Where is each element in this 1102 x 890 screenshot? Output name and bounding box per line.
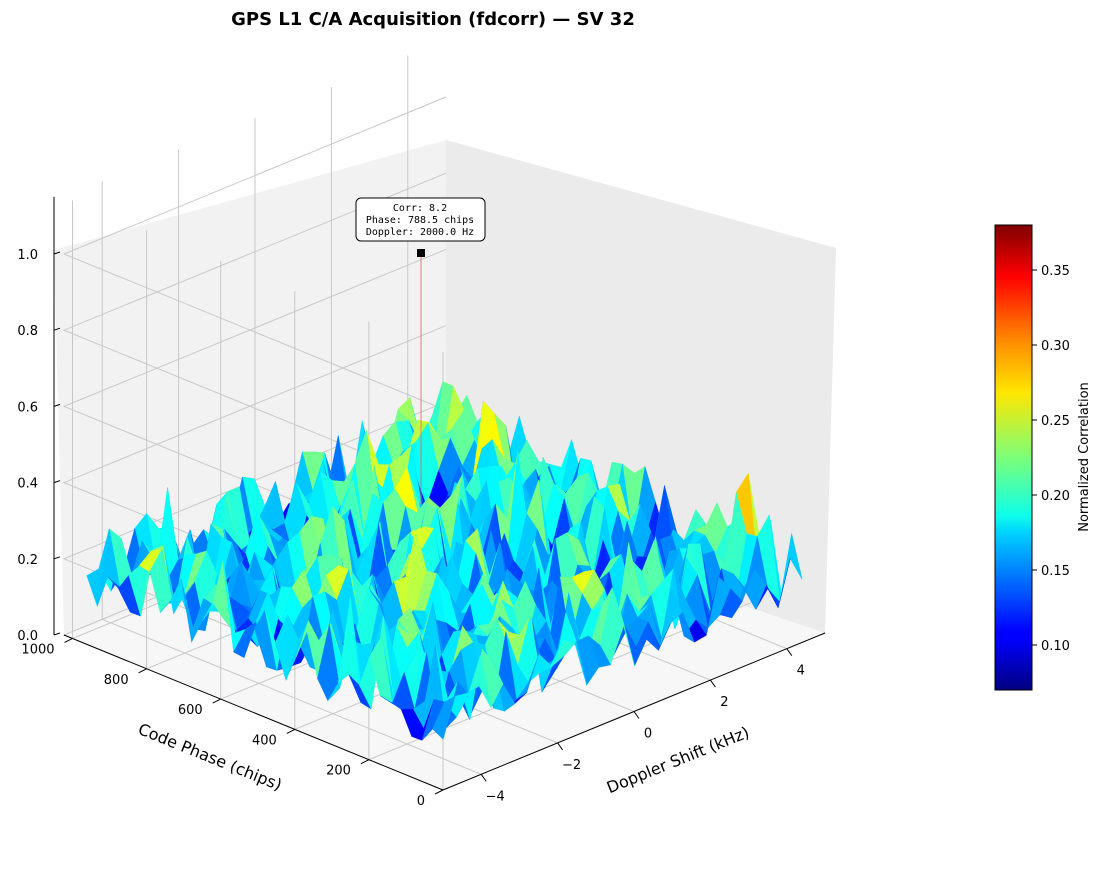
x-tick [557, 742, 564, 751]
z-tick [53, 403, 61, 407]
y-tick [434, 789, 444, 795]
x-tick-label: −4 [486, 789, 505, 804]
x-tick [633, 711, 640, 719]
colorbar-tick-label: 0.15 [1041, 564, 1070, 579]
y-tick-label: 400 [252, 733, 277, 748]
chart-title: GPS L1 C/A Acquisition (fdcorr) — SV 32 [231, 9, 635, 30]
x-tick [786, 648, 793, 656]
y-tick [138, 668, 147, 674]
colorbar [994, 224, 1033, 691]
colorbar-tick-label: 0.30 [1041, 339, 1070, 354]
z-tick-label: 0.6 [17, 400, 38, 415]
y-tick-label: 200 [326, 764, 351, 779]
y-tick [212, 698, 221, 704]
x-tick [480, 774, 487, 782]
x-tick-label: 0 [644, 727, 652, 742]
colorbar-tick-label: 0.35 [1041, 264, 1070, 279]
correlation-surface [86, 380, 803, 741]
y-axis-line [63, 634, 444, 791]
z-tick-label: 0.4 [17, 477, 38, 492]
z-gridline [62, 96, 447, 410]
x-tick-label: −2 [562, 758, 581, 773]
y-tick-label: 800 [104, 673, 129, 688]
z-tick-label: 1.0 [17, 248, 38, 263]
y-tick-label: 1000 [21, 642, 54, 657]
x-tick [709, 679, 716, 688]
y-tick [360, 759, 370, 765]
peak-annotation-line-3: Doppler: 2000.0 Hz [366, 227, 474, 238]
surface-facet [432, 695, 456, 740]
x-axis-label: Doppler Shift (kHz) [604, 723, 752, 798]
peak-annotation-line-1: Corr: 8.2 [393, 203, 447, 214]
z-tick-label: 0.2 [17, 553, 38, 568]
x-tick-label: 4 [797, 664, 805, 679]
y-axis-label: Code Phase (chips) [135, 719, 284, 794]
z-tick [53, 327, 61, 331]
z-tick [53, 556, 61, 560]
colorbar-ticks: 0.10 0.15 0.20 0.25 0.30 0.35 [1032, 264, 1070, 654]
z-tick [53, 251, 61, 255]
colorbar-tick-label: 0.20 [1041, 489, 1070, 504]
colorbar-tick-label: 0.25 [1041, 414, 1070, 429]
z-tick-label: 0.8 [17, 324, 38, 339]
y-tick-label: 0 [417, 794, 425, 809]
z-gridline [62, 172, 447, 486]
peak-annotation-line-2: Phase: 788.5 chips [366, 215, 474, 226]
z-tick [53, 632, 61, 636]
y-tick [286, 728, 296, 734]
z-tick-label: 0.0 [17, 629, 38, 644]
peak-marker [417, 249, 425, 257]
z-tick [53, 480, 61, 484]
colorbar-tick-label: 0.10 [1041, 639, 1070, 654]
x-gridline [101, 181, 482, 775]
y-tick [64, 638, 73, 643]
y-tick-label: 600 [178, 703, 203, 718]
x-tick-label: 2 [720, 695, 728, 710]
colorbar-label: Normalized Correlation [1077, 382, 1092, 532]
peak-annotation-box [355, 197, 486, 242]
